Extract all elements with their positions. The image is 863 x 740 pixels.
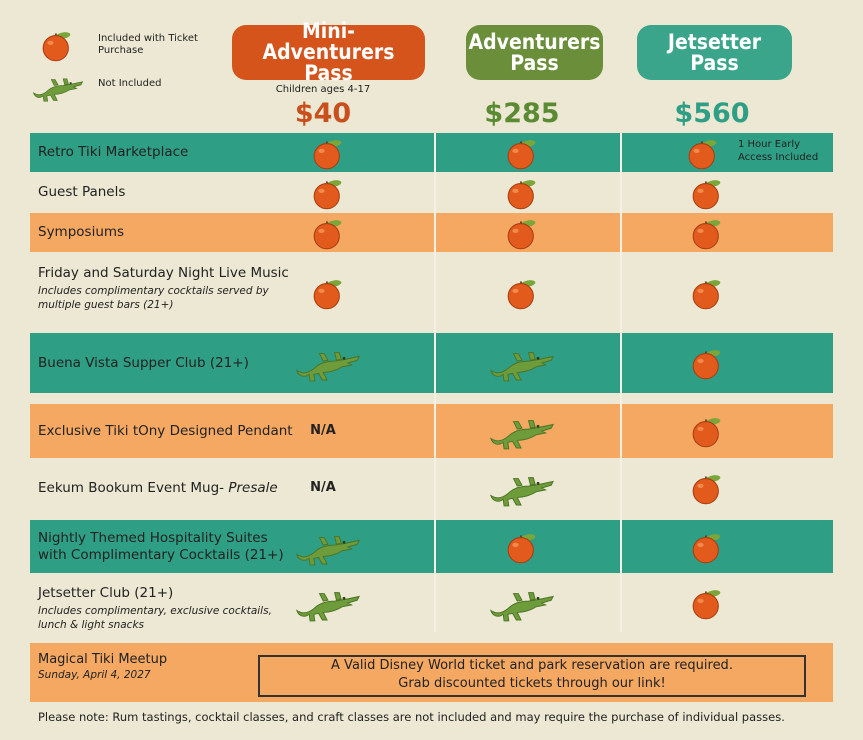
not-included-icon xyxy=(489,467,555,509)
cell-text: N/A xyxy=(310,423,336,438)
included-icon-svg xyxy=(505,216,547,250)
included-icon-svg xyxy=(505,530,547,564)
row-label-italic: Presale xyxy=(228,479,278,496)
included-icon xyxy=(505,136,547,170)
included-icon-svg xyxy=(505,136,547,170)
row-label-text: Jetsetter Club (21+) xyxy=(38,585,174,601)
included-icon-svg xyxy=(690,530,732,564)
legend-not-included-icon xyxy=(32,70,84,104)
not-included-icon xyxy=(489,582,555,624)
legend-included: Included with Ticket Purchase xyxy=(98,33,198,56)
pass-price: $285 xyxy=(484,98,560,129)
column-divider xyxy=(434,133,436,632)
meetup-title: Magical Tiki Meetup xyxy=(38,652,168,667)
notice-line: A Valid Disney World ticket and park res… xyxy=(331,658,733,673)
included-icon xyxy=(311,136,353,170)
included-icon-svg xyxy=(690,471,732,505)
meetup-band xyxy=(30,643,833,702)
pass-name: Jetsetter Pass xyxy=(637,25,792,80)
row-note: Includes complimentary cocktails served … xyxy=(38,285,269,311)
included-icon xyxy=(505,276,547,310)
row-label-text: Buena Vista Supper Club (21+) xyxy=(38,354,249,371)
included-icon xyxy=(311,276,353,310)
included-icon xyxy=(690,414,732,448)
included-icon xyxy=(311,216,353,250)
footnote: Please note: Rum tastings, cocktail clas… xyxy=(38,710,785,724)
included-icon-svg xyxy=(505,176,547,210)
cell-text: N/A xyxy=(310,480,336,495)
included-icon xyxy=(505,176,547,210)
included-icon xyxy=(690,471,732,505)
included-icon-svg xyxy=(311,276,353,310)
included-icon xyxy=(505,216,547,250)
included-icon-svg xyxy=(690,216,732,250)
pass-subtitle: Children ages 4-17 xyxy=(275,84,371,95)
row-label-text: Eekum Bookum Event Mug- xyxy=(38,479,225,496)
not-included-icon xyxy=(295,582,361,624)
row-label-text: Friday and Saturday Night Live Music xyxy=(38,265,289,281)
included-icon xyxy=(690,346,732,380)
not-included-icon xyxy=(489,410,555,452)
not-included-icon-svg xyxy=(489,410,555,452)
included-icon-svg xyxy=(690,346,732,380)
included-icon xyxy=(311,176,353,210)
not-included-icon-svg xyxy=(295,342,361,384)
included-icon-svg xyxy=(690,586,732,620)
included-icon xyxy=(690,586,732,620)
included-icon xyxy=(690,530,732,564)
included-icon xyxy=(690,216,732,250)
notice-box: A Valid Disney World ticket and park res… xyxy=(258,655,806,697)
cell-note: 1 Hour Early Access Included xyxy=(738,139,819,163)
row-label-text: Exclusive Tiki tOny Designed Pendant xyxy=(38,422,293,439)
row-label-text: Guest Panels xyxy=(38,184,126,200)
row-label: Eekum Bookum Event Mug- Presale xyxy=(38,480,293,497)
not-included-icon xyxy=(295,342,361,384)
pass-name: Mini-Adventurers Pass xyxy=(232,21,425,84)
included-icon-svg xyxy=(690,414,732,448)
legend-included-icon xyxy=(40,28,82,62)
meetup-date: Sunday, April 4, 2027 xyxy=(38,669,151,681)
row-label-text: Nightly Themed Hospitality Suites with C… xyxy=(38,529,284,563)
not-included-icon-svg xyxy=(489,467,555,509)
pass-price: $40 xyxy=(294,98,352,129)
legend-not-included: Not Included xyxy=(98,78,162,89)
row-label: Exclusive Tiki tOny Designed Pendant xyxy=(38,423,293,440)
row-label: Friday and Saturday Night Live Music Incl… xyxy=(38,265,293,312)
row-label: Buena Vista Supper Club (21+) xyxy=(38,355,293,372)
included-icon-svg xyxy=(686,136,728,170)
included-icon-svg xyxy=(690,176,732,210)
row-label-text: Retro Tiki Marketplace xyxy=(38,144,189,160)
row-label: Jetsetter Club (21+) Includes complimenta… xyxy=(38,585,293,632)
row-note: Includes complimentary, exclusive cockta… xyxy=(38,605,272,631)
pass-name: Adventurers Pass xyxy=(466,25,603,80)
row-label: Nightly Themed Hospitality Suites with C… xyxy=(38,530,293,564)
row-label-text: Symposiums xyxy=(38,224,125,240)
included-icon xyxy=(690,276,732,310)
included-icon-svg xyxy=(690,276,732,310)
not-included-icon-svg xyxy=(295,582,361,624)
included-icon xyxy=(505,530,547,564)
included-icon-svg xyxy=(311,176,353,210)
not-included-icon xyxy=(295,526,361,568)
included-icon xyxy=(686,136,728,170)
pass-price: $560 xyxy=(674,98,750,129)
included-icon-svg xyxy=(311,136,353,170)
included-icon-svg xyxy=(505,276,547,310)
row-label: Retro Tiki Marketplace xyxy=(38,144,293,161)
column-divider xyxy=(620,133,622,632)
not-included-icon-svg xyxy=(489,342,555,384)
included-icon-svg xyxy=(311,216,353,250)
not-included-icon xyxy=(489,342,555,384)
included-icon xyxy=(690,176,732,210)
not-included-icon-svg xyxy=(489,582,555,624)
row-label: Guest Panels xyxy=(38,184,293,201)
row-label: Symposiums xyxy=(38,224,293,241)
notice-line: Grab discounted tickets through our link… xyxy=(398,676,666,691)
not-included-icon-svg xyxy=(295,526,361,568)
